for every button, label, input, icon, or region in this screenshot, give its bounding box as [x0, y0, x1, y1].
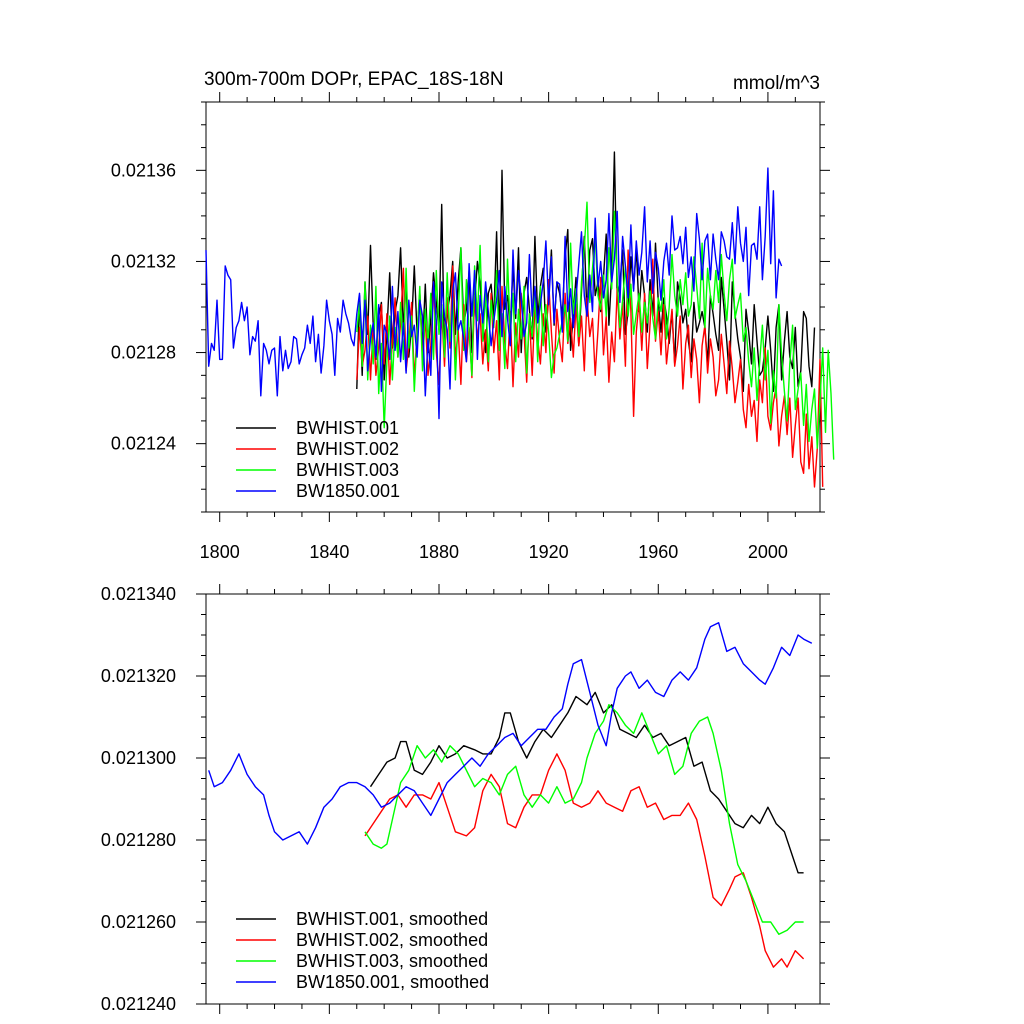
- x-tick-label: 1840: [309, 542, 349, 562]
- series-line-bwhist-002-smoothed: [364, 753, 805, 968]
- y-tick-label: 0.02124: [111, 434, 176, 454]
- plot-title: 300m-700m DOPr, EPAC_18S-18N: [204, 69, 504, 90]
- raw-timeseries-panel: 1800 1840 1880 1920 1960 2000 0.02124 0.…: [111, 92, 835, 562]
- y-tick-label: 0.02136: [111, 160, 176, 180]
- y-tick-label: 0.02128: [111, 343, 176, 363]
- x-tick-label: 2000: [748, 542, 788, 562]
- units-label: mmol/m^3: [733, 73, 820, 94]
- y-tick-label: 0.021260: [101, 912, 176, 932]
- legend-label: BWHIST.001, smoothed: [296, 909, 488, 929]
- legend-label: BWHIST.003: [296, 460, 399, 480]
- bottom-y-tick-labels: 0.021240 0.021260 0.021280 0.021300 0.02…: [101, 584, 176, 1014]
- y-tick-label: 0.021300: [101, 748, 176, 768]
- legend-label: BWHIST.003, smoothed: [296, 951, 488, 971]
- series-line-bw1850-001-smoothed: [208, 622, 813, 845]
- y-tick-label: 0.021280: [101, 830, 176, 850]
- top-x-tick-labels: 1800 1840 1880 1920 1960 2000: [200, 542, 788, 562]
- series-line-bwhist-002: [356, 249, 824, 488]
- legend-label: BW1850.001, smoothed: [296, 972, 489, 992]
- series-line-bwhist-001-smoothed: [369, 691, 804, 874]
- x-tick-label: 1960: [638, 542, 678, 562]
- y-tick-label: 0.021340: [101, 584, 176, 604]
- series-line-bwhist-001: [356, 151, 816, 392]
- x-tick-label: 1800: [200, 542, 240, 562]
- y-tick-label: 0.021320: [101, 666, 176, 686]
- y-tick-label: 0.021240: [101, 994, 176, 1014]
- x-tick-label: 1880: [419, 542, 459, 562]
- series-line-bwhist-003: [356, 201, 835, 460]
- legend-label: BWHIST.001: [296, 418, 399, 438]
- series-line-bw1850-001: [205, 167, 783, 420]
- y-tick-label: 0.02132: [111, 251, 176, 271]
- x-tick-label: 1920: [529, 542, 569, 562]
- series-line-bwhist-003-smoothed: [364, 704, 804, 935]
- legend-label: BW1850.001: [296, 481, 400, 501]
- legend-label: BWHIST.002, smoothed: [296, 930, 488, 950]
- legend-label: BWHIST.002: [296, 439, 399, 459]
- smoothed-timeseries-panel: 0.021240 0.021260 0.021280 0.021300 0.02…: [101, 584, 830, 1014]
- top-y-tick-labels: 0.02124 0.02128 0.02132 0.02136: [111, 160, 176, 453]
